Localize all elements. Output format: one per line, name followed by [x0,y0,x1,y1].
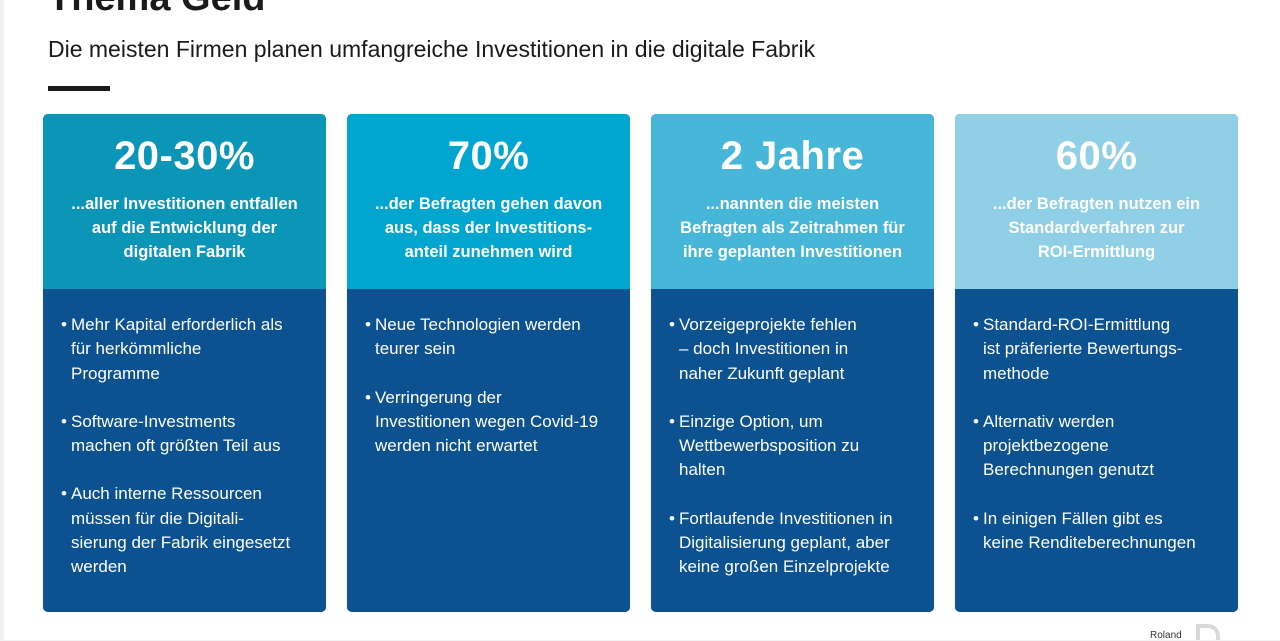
stat-card: 20-30% ...aller Investitionen entfallen au… [43,114,326,612]
stat-description-line: ROI-Ermittlung [1037,243,1156,261]
list-item: • In einigen Fällen gibt es keine Renditeb… [973,507,1226,556]
list-item-line: Digitalisierung geplant, aber [679,533,890,553]
stat-value: 60% [1055,134,1138,178]
list-item: • Auch interne Ressourcen müssen für die D… [61,482,314,579]
list-item-line: werden nicht erwartet [375,436,538,456]
list-item-line: müssen für die Digitali- [71,508,244,528]
list-item-line: ist präferierte Bewertungs- [983,339,1183,359]
list-item: • Mehr Kapital erforderlich als für herköm… [61,313,314,386]
list-item-line: naher Zukunft geplant [679,363,845,383]
stat-card: 60% ...der Befragten nutzen ein Standardve… [955,114,1238,612]
stat-description: ...aller Investitionen entfallen auf die … [57,192,312,264]
stat-card-header: 2 Jahre ...nannten die meisten Befragten a… [651,114,934,289]
list-item-line: In einigen Fällen gibt es [983,508,1163,528]
list-item: • Einzige Option, um Wettbewerbsposition z… [669,410,922,483]
bullet-dot-icon: • [365,315,371,334]
bullet-dot-icon: • [669,508,675,528]
stat-description-line: digitalen Fabrik [123,243,246,261]
list-item-line: für herkömmliche [71,339,202,359]
list-item-line: Berechnungen genutzt [983,460,1155,480]
stat-card: 2 Jahre ...nannten die meisten Befragten a… [651,114,934,612]
bullet-list: • Standard-ROI-Ermittlung ist präferierte … [973,313,1226,555]
title-underline [48,86,110,91]
stat-card-header: 70% ...der Befragten gehen davon aus, dass… [347,114,630,289]
bullet-dot-icon: • [973,411,979,431]
list-item-line: halten [679,460,726,480]
list-item-line: werden [71,557,127,577]
stat-card-body: • Neue Technologien werden teurer sein • Ver… [347,289,630,612]
stat-description-line: auf die Entwicklung der [91,219,278,237]
list-item: • Vorzeigeprojekte fehlen – doch Investiti… [669,313,922,386]
stat-value: 20-30% [114,134,255,178]
list-item-line: Einzige Option, um [679,411,823,431]
list-item: • Neue Technologien werden teurer sein [365,313,618,362]
list-item-line: Programme [71,363,160,383]
stat-description-line: ...der Befragten gehen davon [374,195,603,213]
bullet-dot-icon: • [973,315,979,334]
list-item-line: Standard-ROI-Ermittlung [983,315,1171,334]
list-item-line: Software-Investments [71,411,236,431]
list-item: • Alternativ werden projektbezogene Berechn… [973,410,1226,483]
list-item-line: Alternativ werden [983,411,1115,431]
stat-card-header: 60% ...der Befragten nutzen ein Standardve… [955,114,1238,289]
stat-card-body: • Vorzeigeprojekte fehlen – doch Investiti… [651,289,934,612]
list-item: • Verringerung der Investitionen wegen Cov… [365,386,618,459]
stat-description-line: ...nannten die meisten [705,195,880,213]
stat-description-line: Befragten als Zeitrahmen für [680,219,905,237]
page-title: Thema Geld [48,0,266,18]
stat-card-body: • Mehr Kapital erforderlich als für herköm… [43,289,326,612]
list-item-line: methode [983,363,1050,383]
list-item-line: Vorzeigeprojekte fehlen [679,315,857,334]
bullet-dot-icon: • [669,411,675,431]
list-item-line: keine Renditeberechnungen [983,533,1196,553]
bullet-list: • Neue Technologien werden teurer sein • Ver… [365,313,618,458]
stat-description-line: aus, dass der Investitions- [384,219,593,237]
list-item-line: Mehr Kapital erforderlich als [71,315,283,334]
list-item-line: Neue Technologien werden [375,315,581,334]
bullet-dot-icon: • [669,315,675,334]
list-item: • Fortlaufende Investitionen in Digitalisi… [669,507,922,580]
slide: Thema Geld Die meisten Firmen planen umf… [4,0,1280,641]
list-item-line: sierung der Fabrik eingesetzt [71,533,291,553]
bullet-dot-icon: • [61,411,67,431]
stat-card-body: • Standard-ROI-Ermittlung ist präferierte … [955,289,1238,612]
stat-card-header: 20-30% ...aller Investitionen entfallen au… [43,114,326,289]
bullet-dot-icon: • [61,315,67,334]
list-item-line: Verringerung der [375,387,502,407]
list-item-line: Investitionen wegen Covid-19 [375,411,599,431]
stat-description-line: ihre geplanten Investitionen [682,243,903,261]
bullet-dot-icon: • [973,508,979,528]
bullet-dot-icon: • [365,387,371,407]
bullet-dot-icon: • [61,484,67,504]
brand-logo: Roland [1150,622,1230,641]
stat-value: 70% [447,134,530,178]
list-item-line: teurer sein [375,339,456,359]
list-item-line: – doch Investitionen in [679,339,849,359]
list-item: • Standard-ROI-Ermittlung ist präferierte … [973,313,1226,386]
stat-card: 70% ...der Befragten gehen davon aus, dass… [347,114,630,612]
page-subtitle: Die meisten Firmen planen umfangreiche I… [48,36,816,62]
stat-description-line: anteil zunehmen wird [404,243,573,261]
bullet-list: • Vorzeigeprojekte fehlen – doch Investiti… [669,313,922,580]
list-item-line: projektbezogene [983,436,1109,456]
bullet-list: • Mehr Kapital erforderlich als für herköm… [61,313,314,580]
stat-description: ...der Befragten nutzen ein Standardverfa… [969,192,1224,264]
stat-description: ...nannten die meisten Befragten als Zeit… [665,192,920,264]
list-item: • Software-Investments machen oft größten … [61,410,314,459]
stat-description-line: Standardverfahren zur [1008,219,1185,237]
list-item-line: Wettbewerbsposition zu [679,436,860,456]
stat-description: ...der Befragten gehen davon aus, dass de… [361,192,616,264]
stat-description-line: ...aller Investitionen entfallen [71,195,298,213]
stat-description-line: ...der Befragten nutzen ein [992,195,1201,213]
list-item-line: keine großen Einzelprojekte [679,557,890,577]
logo-shape-icon [1196,624,1220,640]
list-item-line: Auch interne Ressourcen [71,484,262,504]
stat-value: 2 Jahre [720,134,865,178]
logo-text: Roland [1150,630,1182,641]
list-item-line: machen oft größten Teil aus [71,436,281,456]
list-item-line: Fortlaufende Investitionen in [679,508,893,528]
